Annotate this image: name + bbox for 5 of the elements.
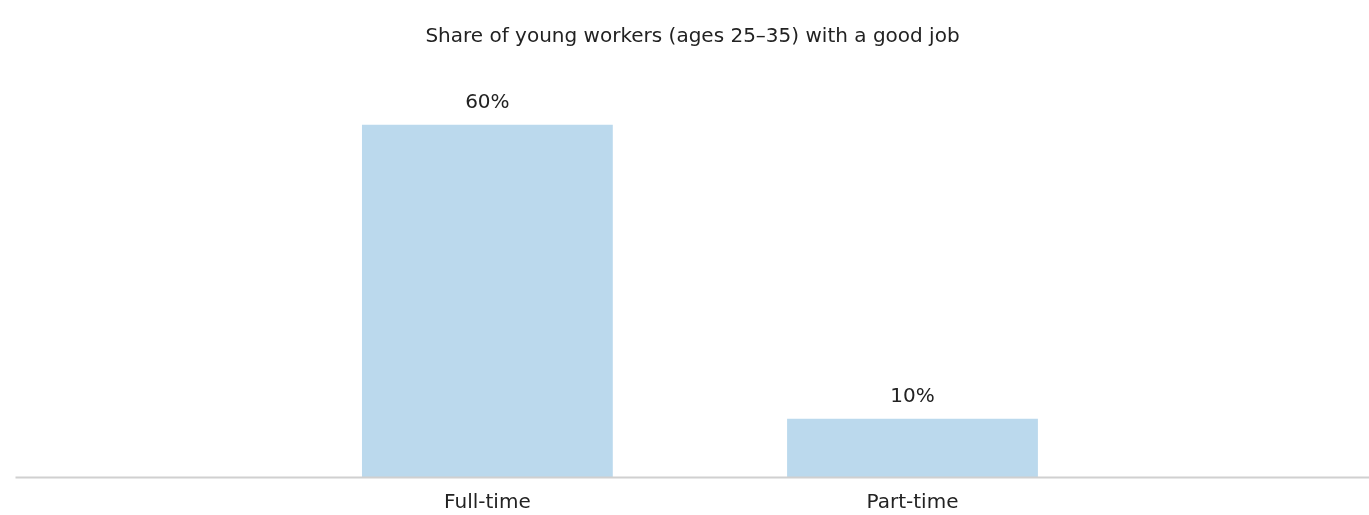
data-label: 10% — [890, 382, 935, 407]
chart-title: Share of young workers (ages 25–35) with a good job — [425, 22, 960, 47]
data-label: 60% — [465, 88, 510, 113]
x-tick-label: Part-time — [866, 488, 959, 513]
x-tick-label: Full-time — [444, 488, 531, 513]
